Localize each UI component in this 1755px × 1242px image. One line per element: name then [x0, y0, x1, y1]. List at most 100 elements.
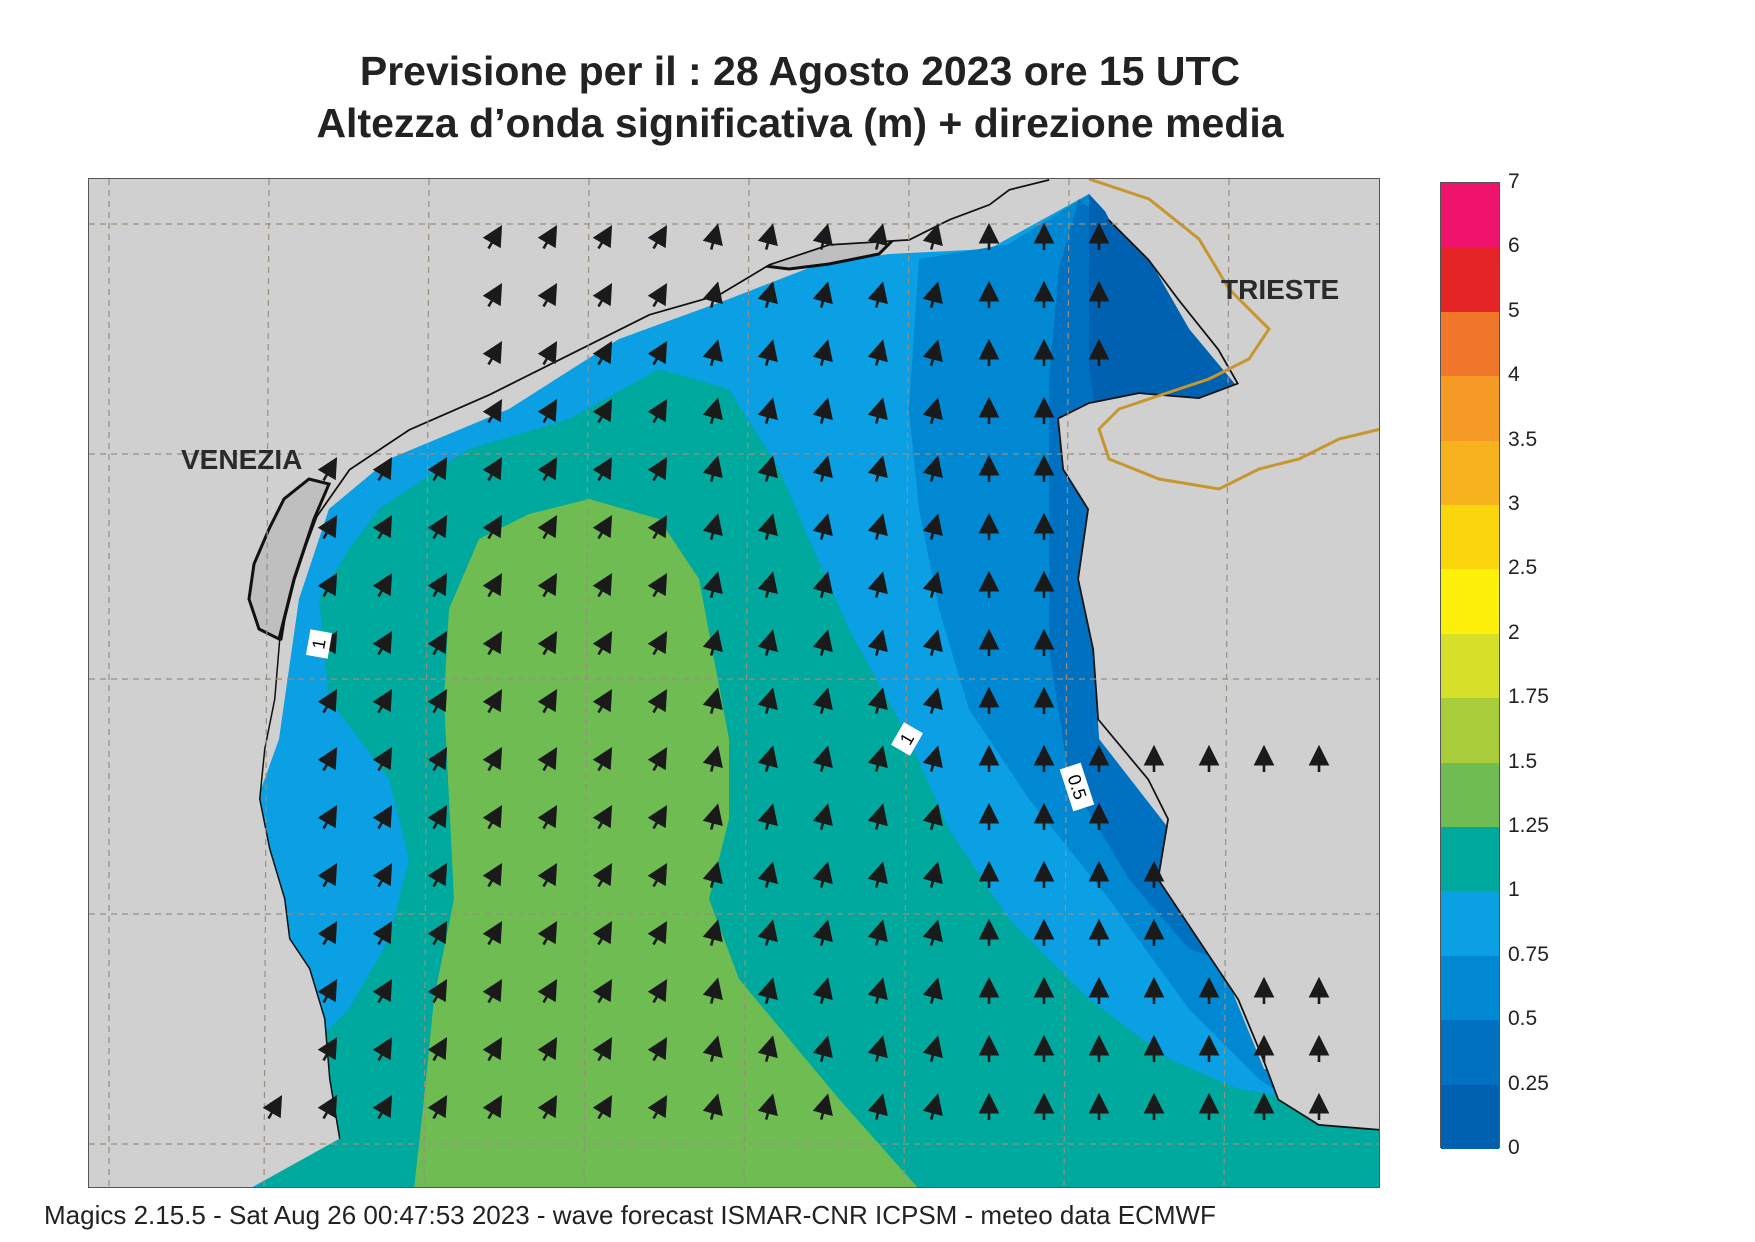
arrow-icon [647, 572, 668, 598]
arrow-icon [647, 862, 668, 888]
arrow-icon [482, 804, 503, 830]
arrow-icon [427, 688, 448, 714]
arrow-icon [317, 1094, 338, 1120]
legend-swatch [1441, 827, 1499, 892]
arrow-icon [867, 1093, 888, 1120]
arrow-icon [537, 1036, 558, 1062]
arrow-icon [812, 977, 833, 1004]
arrow-icon [647, 456, 668, 482]
arrow-icon [757, 745, 778, 772]
arrow-icon [427, 1036, 448, 1062]
legend-label: 1.25 [1508, 814, 1549, 837]
arrow-icon [592, 746, 613, 772]
arrow-icon [537, 398, 558, 424]
map-title: Previsione per il : 28 Agosto 2023 ore 1… [359, 48, 1241, 94]
arrow-icon [812, 455, 833, 482]
arrow-icon [812, 513, 833, 540]
arrow-icon [757, 571, 778, 598]
arrow-icon [647, 804, 668, 830]
arrow-icon [427, 746, 448, 772]
arrow-icon [812, 339, 833, 366]
arrow-icon [922, 223, 943, 250]
legend-label: 0.75 [1508, 942, 1549, 966]
legend-label: 0.5 [1508, 1007, 1538, 1031]
band-075-1 [909, 194, 1379, 1129]
map-subtitle: Altezza d’onda significativa (m) + direz… [316, 100, 1284, 146]
arrow-icon [702, 745, 723, 772]
arrow-icon [317, 862, 338, 888]
arrow-icon [317, 746, 338, 772]
legend-label: 6 [1508, 234, 1520, 258]
arrow-icon [867, 919, 888, 946]
band-125-15 [414, 499, 918, 1187]
footer-credits: Magics 2.15.5 - Sat Aug 26 00:47:53 2023… [44, 1200, 1216, 1230]
arrow-icon [867, 745, 888, 772]
arrow-icon [482, 688, 503, 714]
arrow-icon [812, 223, 833, 250]
arrow-icon [317, 804, 338, 830]
arrow-icon [592, 804, 613, 830]
arrow-icon [372, 514, 393, 540]
arrow-icon [537, 572, 558, 598]
land-north-fill [89, 179, 1049, 639]
arrow-icon [372, 456, 393, 482]
legend-label: 7 [1508, 170, 1520, 193]
arrow-icon [757, 281, 778, 308]
legend-swatch [1441, 376, 1499, 442]
arrow-icon [812, 571, 833, 598]
arrow-icon [647, 398, 668, 424]
arrow-icon [482, 862, 503, 888]
arrow-icon [757, 861, 778, 888]
arrow-icon [537, 746, 558, 772]
arrow-icon [317, 456, 338, 482]
arrow-icon [537, 1094, 558, 1120]
arrow-icon [537, 804, 558, 830]
arrow-icon [592, 630, 613, 656]
arrow-icon [812, 861, 833, 888]
arrow-icon [317, 572, 338, 598]
arrow-icon [702, 397, 723, 424]
arrow-icon [592, 1094, 613, 1120]
city-label-trieste: TRIESTE [1221, 274, 1339, 305]
arrow-icon [757, 1093, 778, 1120]
arrow-icon [702, 281, 723, 308]
arrow-icon [922, 281, 943, 308]
arrow-icon [537, 514, 558, 540]
arrow-icon [922, 1093, 943, 1120]
arrow-icon [867, 455, 888, 482]
arrow-icon [537, 456, 558, 482]
color-legend [1440, 182, 1500, 1150]
arrow-icon [702, 1093, 723, 1120]
arrow-icon [592, 862, 613, 888]
arrow-icon [922, 919, 943, 946]
arrow-icon [592, 282, 613, 308]
legend-label: 2.5 [1508, 556, 1538, 580]
arrow-icon [317, 688, 338, 714]
legend-swatch [1441, 1084, 1499, 1150]
legend-swatch [1441, 762, 1499, 828]
arrow-icon [702, 223, 723, 250]
venice-lagoon [247, 477, 332, 642]
arrow-icon [262, 1094, 283, 1120]
arrow-icon [867, 339, 888, 366]
arrow-icon [867, 687, 888, 714]
arrow-icon [702, 571, 723, 598]
arrow-icon [592, 456, 613, 482]
legend-swatch [1441, 1020, 1499, 1086]
arrow-icon [922, 339, 943, 366]
arrow-icon [702, 687, 723, 714]
arrow-icon [592, 224, 613, 250]
arrow-icon [647, 630, 668, 656]
wave-map: VENEZIA TRIESTE 1 1 0.5 [88, 178, 1380, 1188]
arrow-icon [592, 688, 613, 714]
arrow-icon [757, 1035, 778, 1062]
band-025-05 [1089, 194, 1239, 439]
arrow-icon [812, 629, 833, 656]
legend-label: 0 [1508, 1136, 1520, 1159]
contour-label-05: 0.5 [1059, 762, 1095, 812]
arrow-icon [592, 514, 613, 540]
arrow-icon [592, 398, 613, 424]
arrow-icon [702, 977, 723, 1004]
arrow-icon [922, 687, 943, 714]
arrow-icon [372, 1094, 393, 1120]
